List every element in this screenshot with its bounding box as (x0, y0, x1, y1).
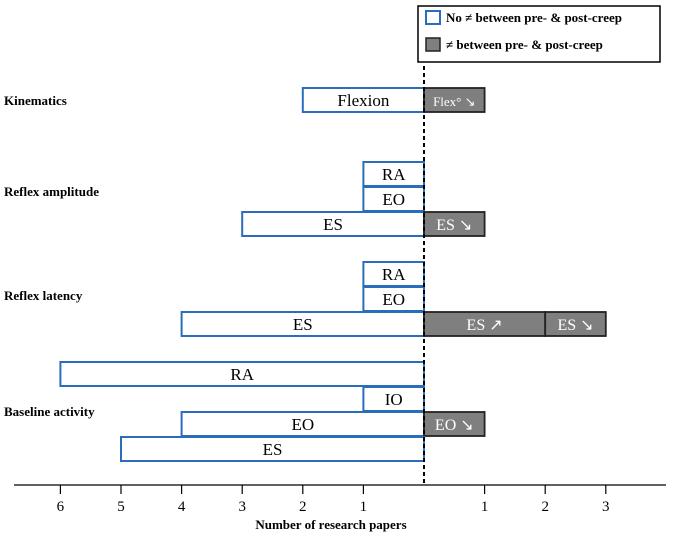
legend-label-no-diff: No ≠ between pre- & post-creep (446, 10, 622, 25)
legend-frame (417, 5, 661, 63)
bar-no-diff-reflex-latency-eo (362, 286, 425, 312)
tick-label-left-2: 2 (299, 499, 307, 515)
bar-label-reflex-amplitude-es: ES (323, 215, 343, 234)
bar-diff-label-reflex-latency-es-0: ES ↗ (467, 317, 503, 334)
bar-diff-label-reflex-latency-es-1: ES ↘ (557, 317, 593, 334)
bar-no-diff-kinematics-flexion (301, 87, 425, 113)
bar-label-reflex-latency-eo: EO (382, 290, 405, 309)
category-label-reflex-amplitude: Reflex amplitude (4, 184, 99, 199)
bar-label-baseline-activity-es: ES (263, 440, 283, 459)
tick-label-left-4: 4 (178, 499, 186, 515)
bar-diff-reflex-amplitude-es-0 (423, 211, 486, 237)
bar-label-reflex-latency-ra: RA (382, 265, 406, 284)
bar-diff-reflex-latency-es-1 (544, 311, 607, 337)
bar-diff-label-reflex-amplitude-es-0: ES ↘ (436, 217, 472, 234)
bar-label-baseline-activity-io: IO (385, 390, 403, 409)
x-axis-label: Number of research papers (255, 517, 406, 532)
bar-label-reflex-amplitude-eo: EO (382, 190, 405, 209)
bar-label-kinematics-flexion: Flexion (337, 91, 389, 110)
bar-label-reflex-latency-es: ES (293, 315, 313, 334)
legend-swatch-no-diff (425, 10, 441, 25)
bar-no-diff-baseline-activity-ra (59, 361, 426, 387)
tick-label-left-1: 1 (360, 499, 368, 515)
bars-group: Flexion Flex° ↘ RA EO ES ES ↘ RA EO ES ES ↗ ES ↘ RA… (59, 87, 607, 462)
bar-no-diff-reflex-amplitude-es (241, 211, 425, 237)
bar-no-diff-baseline-activity-es (120, 436, 425, 462)
bar-label-baseline-activity-eo: EO (291, 415, 314, 434)
category-label-baseline-activity: Baseline activity (4, 404, 95, 419)
tick-label-left-3: 3 (238, 499, 246, 515)
bar-no-diff-reflex-latency-es (180, 311, 425, 337)
legend: No ≠ between pre- & post-creep ≠ between… (417, 5, 661, 63)
tick-label-left-6: 6 (57, 499, 65, 515)
bar-label-reflex-amplitude-ra: RA (382, 165, 406, 184)
x-ticks-group: 6 5 4 3 2 1 1 2 3 (57, 485, 610, 515)
tick-label-right-1: 1 (481, 499, 489, 515)
tick-label-right-2: 2 (541, 499, 549, 515)
legend-label-diff: ≠ between pre- & post-creep (446, 37, 603, 52)
bar-diff-label-baseline-activity-eo-0: EO ↘ (435, 417, 474, 434)
category-labels-group: Kinematics Reflex amplitude Reflex latency… (4, 93, 99, 419)
bar-diff-kinematics-flexion-0 (423, 87, 486, 113)
tick-label-right-3: 3 (602, 499, 610, 515)
category-label-kinematics: Kinematics (4, 93, 67, 108)
bar-label-baseline-activity-ra: RA (230, 365, 254, 384)
tick-label-left-5: 5 (117, 499, 125, 515)
category-label-reflex-latency: Reflex latency (4, 288, 83, 303)
bar-no-diff-baseline-activity-eo (180, 411, 425, 437)
legend-swatch-diff (425, 37, 441, 52)
bar-diff-reflex-latency-es-0 (423, 311, 547, 337)
bar-diff-label-kinematics-flexion-0: Flex° ↘ (433, 94, 475, 109)
